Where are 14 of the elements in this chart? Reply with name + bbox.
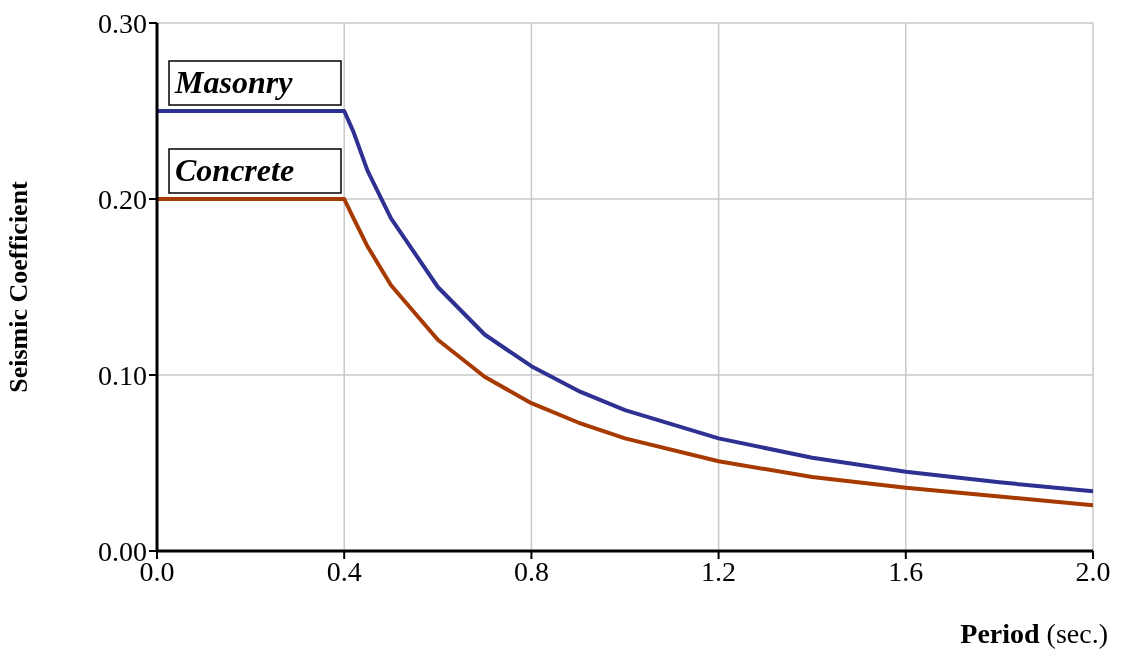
line-series (157, 109, 1093, 494)
x-tick-label: 0.8 (513, 555, 549, 587)
x-tick-label: 0.4 (326, 555, 362, 587)
y-tick-label: 0.10 (98, 359, 147, 391)
line-series (157, 197, 1093, 508)
y-tick-label: 0.20 (98, 183, 147, 215)
x-tick-label: 2.0 (1075, 555, 1111, 587)
series-label: Concrete (175, 152, 295, 188)
y-axis-title: Seismic Coefficient (4, 180, 34, 393)
x-tick-label: 1.2 (701, 555, 737, 587)
x-tick-label: 1.6 (888, 555, 924, 587)
x-axis-title: Period (sec.) (960, 618, 1108, 649)
series-label: Masonry (174, 64, 294, 100)
y-tick-label: 0.30 (98, 7, 147, 39)
